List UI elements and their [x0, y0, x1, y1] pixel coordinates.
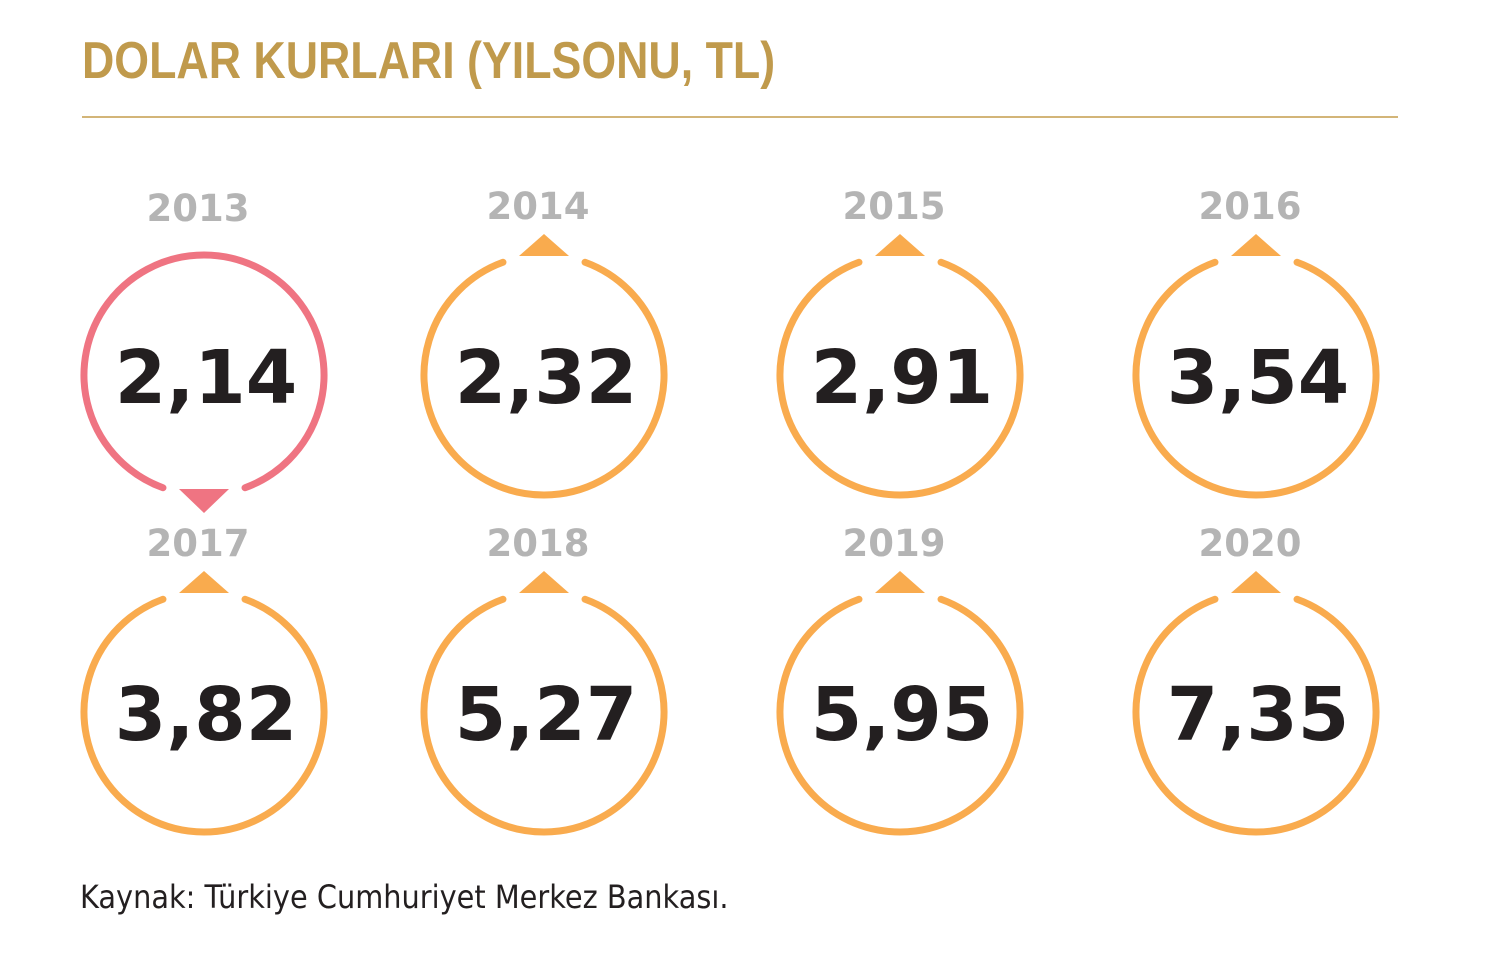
- source-note: Kaynak: Türkiye Cumhuriyet Merkez Bankas…: [80, 878, 729, 916]
- year-label-2017: 2017: [147, 522, 250, 565]
- ring-2016: [1132, 258, 1380, 499]
- year-label-2020: 2020: [1199, 522, 1302, 565]
- ring-2014: [420, 258, 668, 499]
- year-label-2013: 2013: [147, 187, 250, 230]
- ring-2017: [80, 595, 328, 836]
- ring-2019: [776, 595, 1024, 836]
- rate-badge-2013: 2013 2,14: [80, 187, 328, 513]
- rate-badge-2018: 2018 5,27: [420, 522, 668, 836]
- year-label-2019: 2019: [843, 522, 946, 565]
- value-label-2020: 7,35: [1167, 672, 1350, 758]
- rate-badge-2014: 2014 2,32: [420, 185, 668, 499]
- decrease-arrow-icon-2013: [179, 489, 229, 513]
- ring-2013: [80, 251, 328, 492]
- rate-badge-2019: 2019 5,95: [776, 522, 1024, 836]
- increase-arrow-icon-2016: [1231, 234, 1281, 256]
- value-label-2017: 3,82: [115, 672, 298, 758]
- increase-arrow-icon-2014: [519, 234, 569, 256]
- chart-title: DOLAR KURLARI (YILSONU, TL): [82, 32, 776, 90]
- value-label-2013: 2,14: [115, 335, 298, 421]
- increase-arrow-icon-2018: [519, 571, 569, 593]
- year-label-2018: 2018: [487, 522, 590, 565]
- rate-badge-2020: 2020 7,35: [1132, 522, 1380, 836]
- year-label-2015: 2015: [843, 185, 946, 228]
- value-label-2016: 3,54: [1167, 335, 1350, 421]
- rate-badge-2015: 2015 2,91: [776, 185, 1024, 499]
- rate-badge-2017: 2017 3,82: [80, 522, 328, 836]
- value-label-2019: 5,95: [811, 672, 994, 758]
- value-label-2014: 2,32: [455, 335, 638, 421]
- ring-2018: [420, 595, 668, 836]
- increase-arrow-icon-2019: [875, 571, 925, 593]
- title-divider: [82, 116, 1398, 118]
- increase-arrow-icon-2020: [1231, 571, 1281, 593]
- value-label-2018: 5,27: [455, 672, 638, 758]
- rate-badge-2016: 2016 3,54: [1132, 185, 1380, 499]
- value-label-2015: 2,91: [811, 335, 994, 421]
- ring-2020: [1132, 595, 1380, 836]
- year-label-2016: 2016: [1199, 185, 1302, 228]
- increase-arrow-icon-2015: [875, 234, 925, 256]
- ring-2015: [776, 258, 1024, 499]
- year-label-2014: 2014: [487, 185, 590, 228]
- increase-arrow-icon-2017: [179, 571, 229, 593]
